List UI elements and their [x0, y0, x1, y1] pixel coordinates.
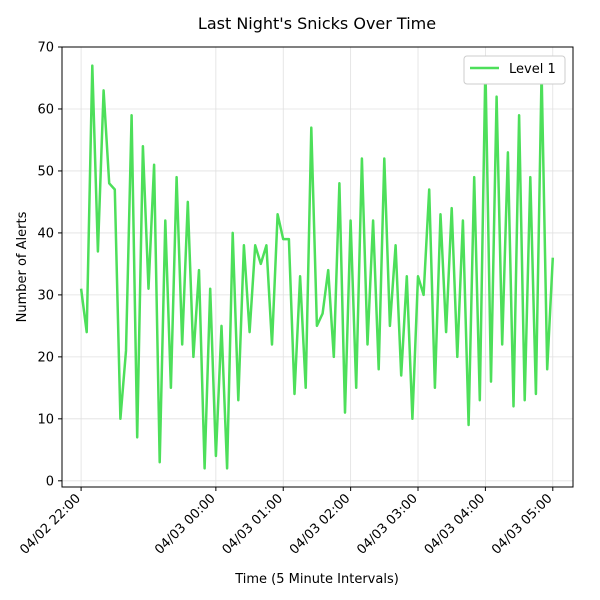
series-line-level-1 — [79, 64, 555, 470]
grid-lines — [62, 46, 573, 487]
y-tick-label: 20 — [37, 350, 54, 365]
series-line — [79, 64, 555, 470]
legend: Level 1 — [463, 55, 566, 85]
y-tick-label: 60 — [37, 102, 54, 117]
y-tick-label: 40 — [37, 226, 54, 241]
y-tick-label: 50 — [37, 164, 54, 179]
x-tick-label: 04/03 00:00 — [152, 491, 219, 558]
x-tick-label: 04/03 04:00 — [422, 491, 489, 558]
x-tick-label: 04/02 22:00 — [17, 491, 84, 558]
y-tick-label: 30 — [37, 288, 54, 303]
x-tick-label: 04/03 03:00 — [354, 491, 421, 558]
legend-label: Level 1 — [509, 62, 556, 77]
y-tick-label: 10 — [37, 412, 54, 427]
chart-title: Last Night's Snicks Over Time — [198, 14, 436, 33]
y-tick-label: 0 — [46, 474, 54, 489]
x-tick-label: 04/03 02:00 — [287, 491, 354, 558]
y-axis-label: Number of Alerts — [15, 211, 30, 322]
x-axis-ticks: 04/02 22:00 04/03 00:00 04/03 01:00 04/03 0… — [17, 487, 556, 558]
y-tick-label: 70 — [37, 41, 54, 56]
x-tick-label: 04/03 05:00 — [489, 491, 556, 558]
y-axis-ticks: 0 10 20 30 40 50 60 70 — [37, 41, 62, 489]
plot-frame — [61, 46, 574, 488]
legend-box — [463, 55, 566, 85]
x-tick-label: 04/03 01:00 — [220, 491, 287, 558]
x-axis-label: Time (5 Minute Intervals) — [234, 572, 399, 587]
